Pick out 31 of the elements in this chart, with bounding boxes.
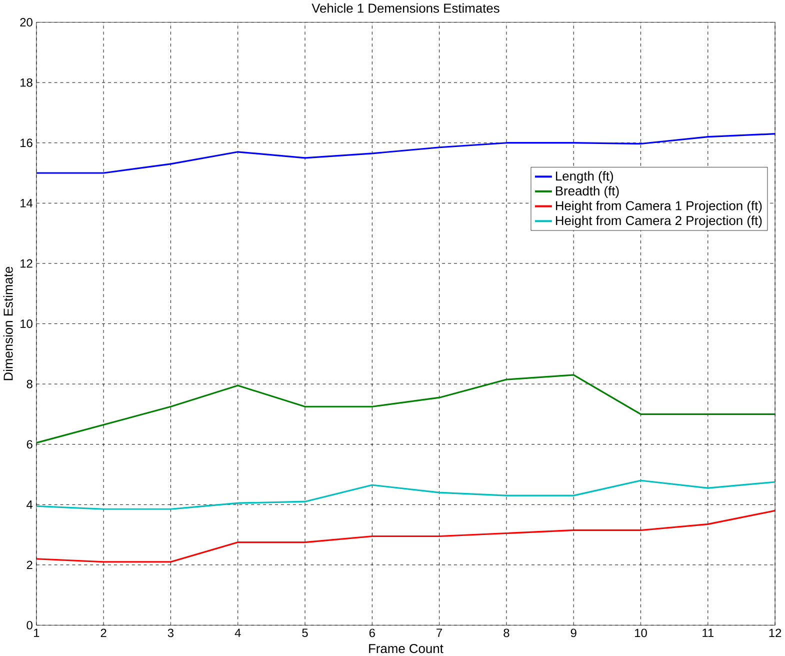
x-tick-label: 12 (769, 628, 782, 637)
y-tick-label: 2 (26, 560, 32, 569)
y-tick-label: 16 (20, 138, 32, 147)
y-tick-label: 0 (26, 620, 32, 630)
x-tick-label: 10 (635, 628, 647, 637)
y-tick-label: 12 (20, 259, 32, 268)
x-tick-label: 11 (702, 628, 714, 637)
y-tick-label: 8 (26, 380, 32, 388)
y-tick-label: 10 (20, 319, 32, 328)
x-tick-label: 6 (369, 628, 375, 637)
x-tick-label: 4 (234, 628, 241, 637)
x-tick-label: 9 (570, 628, 576, 637)
chart-title: Vehicle 1 Demensions Estimates (312, 3, 500, 13)
x-tick-label: 3 (168, 628, 174, 637)
legend-label: Length (ft) (556, 170, 614, 183)
legend-label: Height from Camera 2 Projection (ft) (556, 215, 762, 228)
x-axis-title: Frame Count (369, 644, 444, 653)
y-tick-label: 18 (20, 78, 32, 87)
y-tick-label: 14 (20, 198, 33, 208)
y-tick-label: 4 (26, 500, 33, 508)
x-tick-label: 1 (34, 628, 40, 637)
y-tick-label: 20 (20, 18, 32, 26)
y-axis-title: Dimension Estimate (3, 266, 13, 380)
x-tick-label: 7 (436, 628, 442, 637)
x-tick-label: 2 (100, 628, 106, 637)
legend-label: Breadth (ft) (556, 186, 619, 198)
legend-label: Height from Camera 1 Projection (ft) (556, 200, 762, 213)
x-tick-label: 8 (504, 628, 510, 637)
y-tick-label: 6 (26, 440, 32, 448)
line-series (36, 479, 776, 510)
x-tick-label: 5 (302, 628, 308, 637)
